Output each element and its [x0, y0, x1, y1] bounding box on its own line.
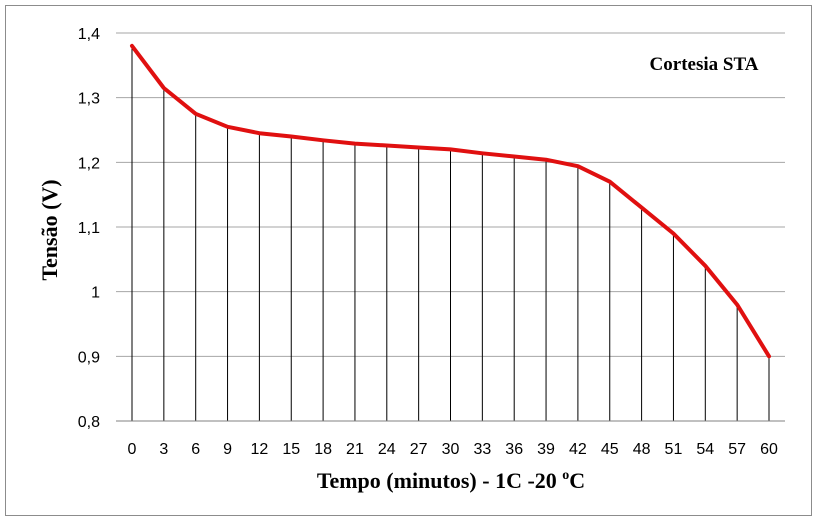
x-tick-label: 33 — [473, 441, 491, 458]
y-tick-label: 1 — [91, 285, 100, 302]
data-point — [640, 206, 644, 210]
x-tick-label: 27 — [410, 441, 428, 458]
data-point — [767, 354, 771, 358]
y-axis-title: Tensão (V) — [37, 179, 62, 280]
x-tick-label: 36 — [505, 441, 523, 458]
y-tick-label: 0,8 — [78, 414, 100, 431]
x-axis-title-main: Tempo (minutos) - 1C -20 — [317, 468, 562, 493]
data-point — [544, 158, 548, 162]
x-tick-label: 21 — [346, 441, 364, 458]
x-tick-label: 39 — [537, 441, 555, 458]
x-axis-title: Tempo (minutos) - 1C -20 oC — [317, 468, 585, 493]
x-tick-label: 57 — [728, 441, 746, 458]
drop-lines — [131, 45, 770, 421]
x-tick-label: 42 — [569, 441, 587, 458]
data-point — [194, 112, 198, 116]
x-axis-title-superscript: o — [562, 468, 569, 483]
x-tick-label: 9 — [223, 441, 232, 458]
annotation-text: Cortesia STA — [650, 54, 759, 75]
x-tick-label: 0 — [128, 441, 137, 458]
data-point — [671, 231, 675, 235]
y-tick-label: 1,3 — [78, 91, 100, 108]
data-point — [703, 264, 707, 268]
data-point — [608, 180, 612, 184]
x-tick-label: 45 — [601, 441, 619, 458]
x-tick-label: 6 — [191, 441, 200, 458]
data-point — [289, 134, 293, 138]
data-point — [449, 147, 453, 151]
x-tick-label: 51 — [665, 441, 683, 458]
x-tick-label: 12 — [251, 441, 269, 458]
y-tick-label: 1,1 — [78, 220, 100, 237]
data-point — [226, 125, 230, 129]
data-point — [385, 144, 389, 148]
data-point — [480, 151, 484, 155]
x-tick-label: 18 — [314, 441, 332, 458]
x-tick-label: 54 — [696, 441, 714, 458]
y-tick-label: 1,2 — [78, 155, 100, 172]
data-point — [162, 86, 166, 90]
data-point — [417, 145, 421, 149]
series-line — [130, 43, 771, 359]
data-point — [257, 131, 261, 135]
y-tick-labels: 0,8 0,9 1 1,1 1,2 1,3 1,4 — [78, 26, 100, 431]
data-point — [576, 164, 580, 168]
x-tick-label: 3 — [159, 441, 168, 458]
data-point — [353, 142, 357, 146]
y-tick-label: 0,9 — [78, 349, 100, 366]
x-tick-labels: 0 3 6 9 12 15 18 21 24 27 30 33 36 39 42 45 48 51 54 57 60 — [128, 441, 778, 458]
series-layer — [130, 43, 771, 359]
data-point — [130, 44, 134, 48]
x-tick-label: 24 — [378, 441, 396, 458]
x-axis-title-suffix: C — [569, 468, 585, 493]
data-point — [735, 303, 739, 307]
x-tick-label: 30 — [442, 441, 460, 458]
x-tick-label: 15 — [282, 441, 300, 458]
chart-frame — [5, 5, 812, 516]
x-tick-label: 60 — [760, 441, 778, 458]
data-point — [321, 138, 325, 142]
y-tick-label: 1,4 — [78, 26, 100, 43]
x-tick-label: 48 — [633, 441, 651, 458]
data-point — [512, 155, 516, 159]
